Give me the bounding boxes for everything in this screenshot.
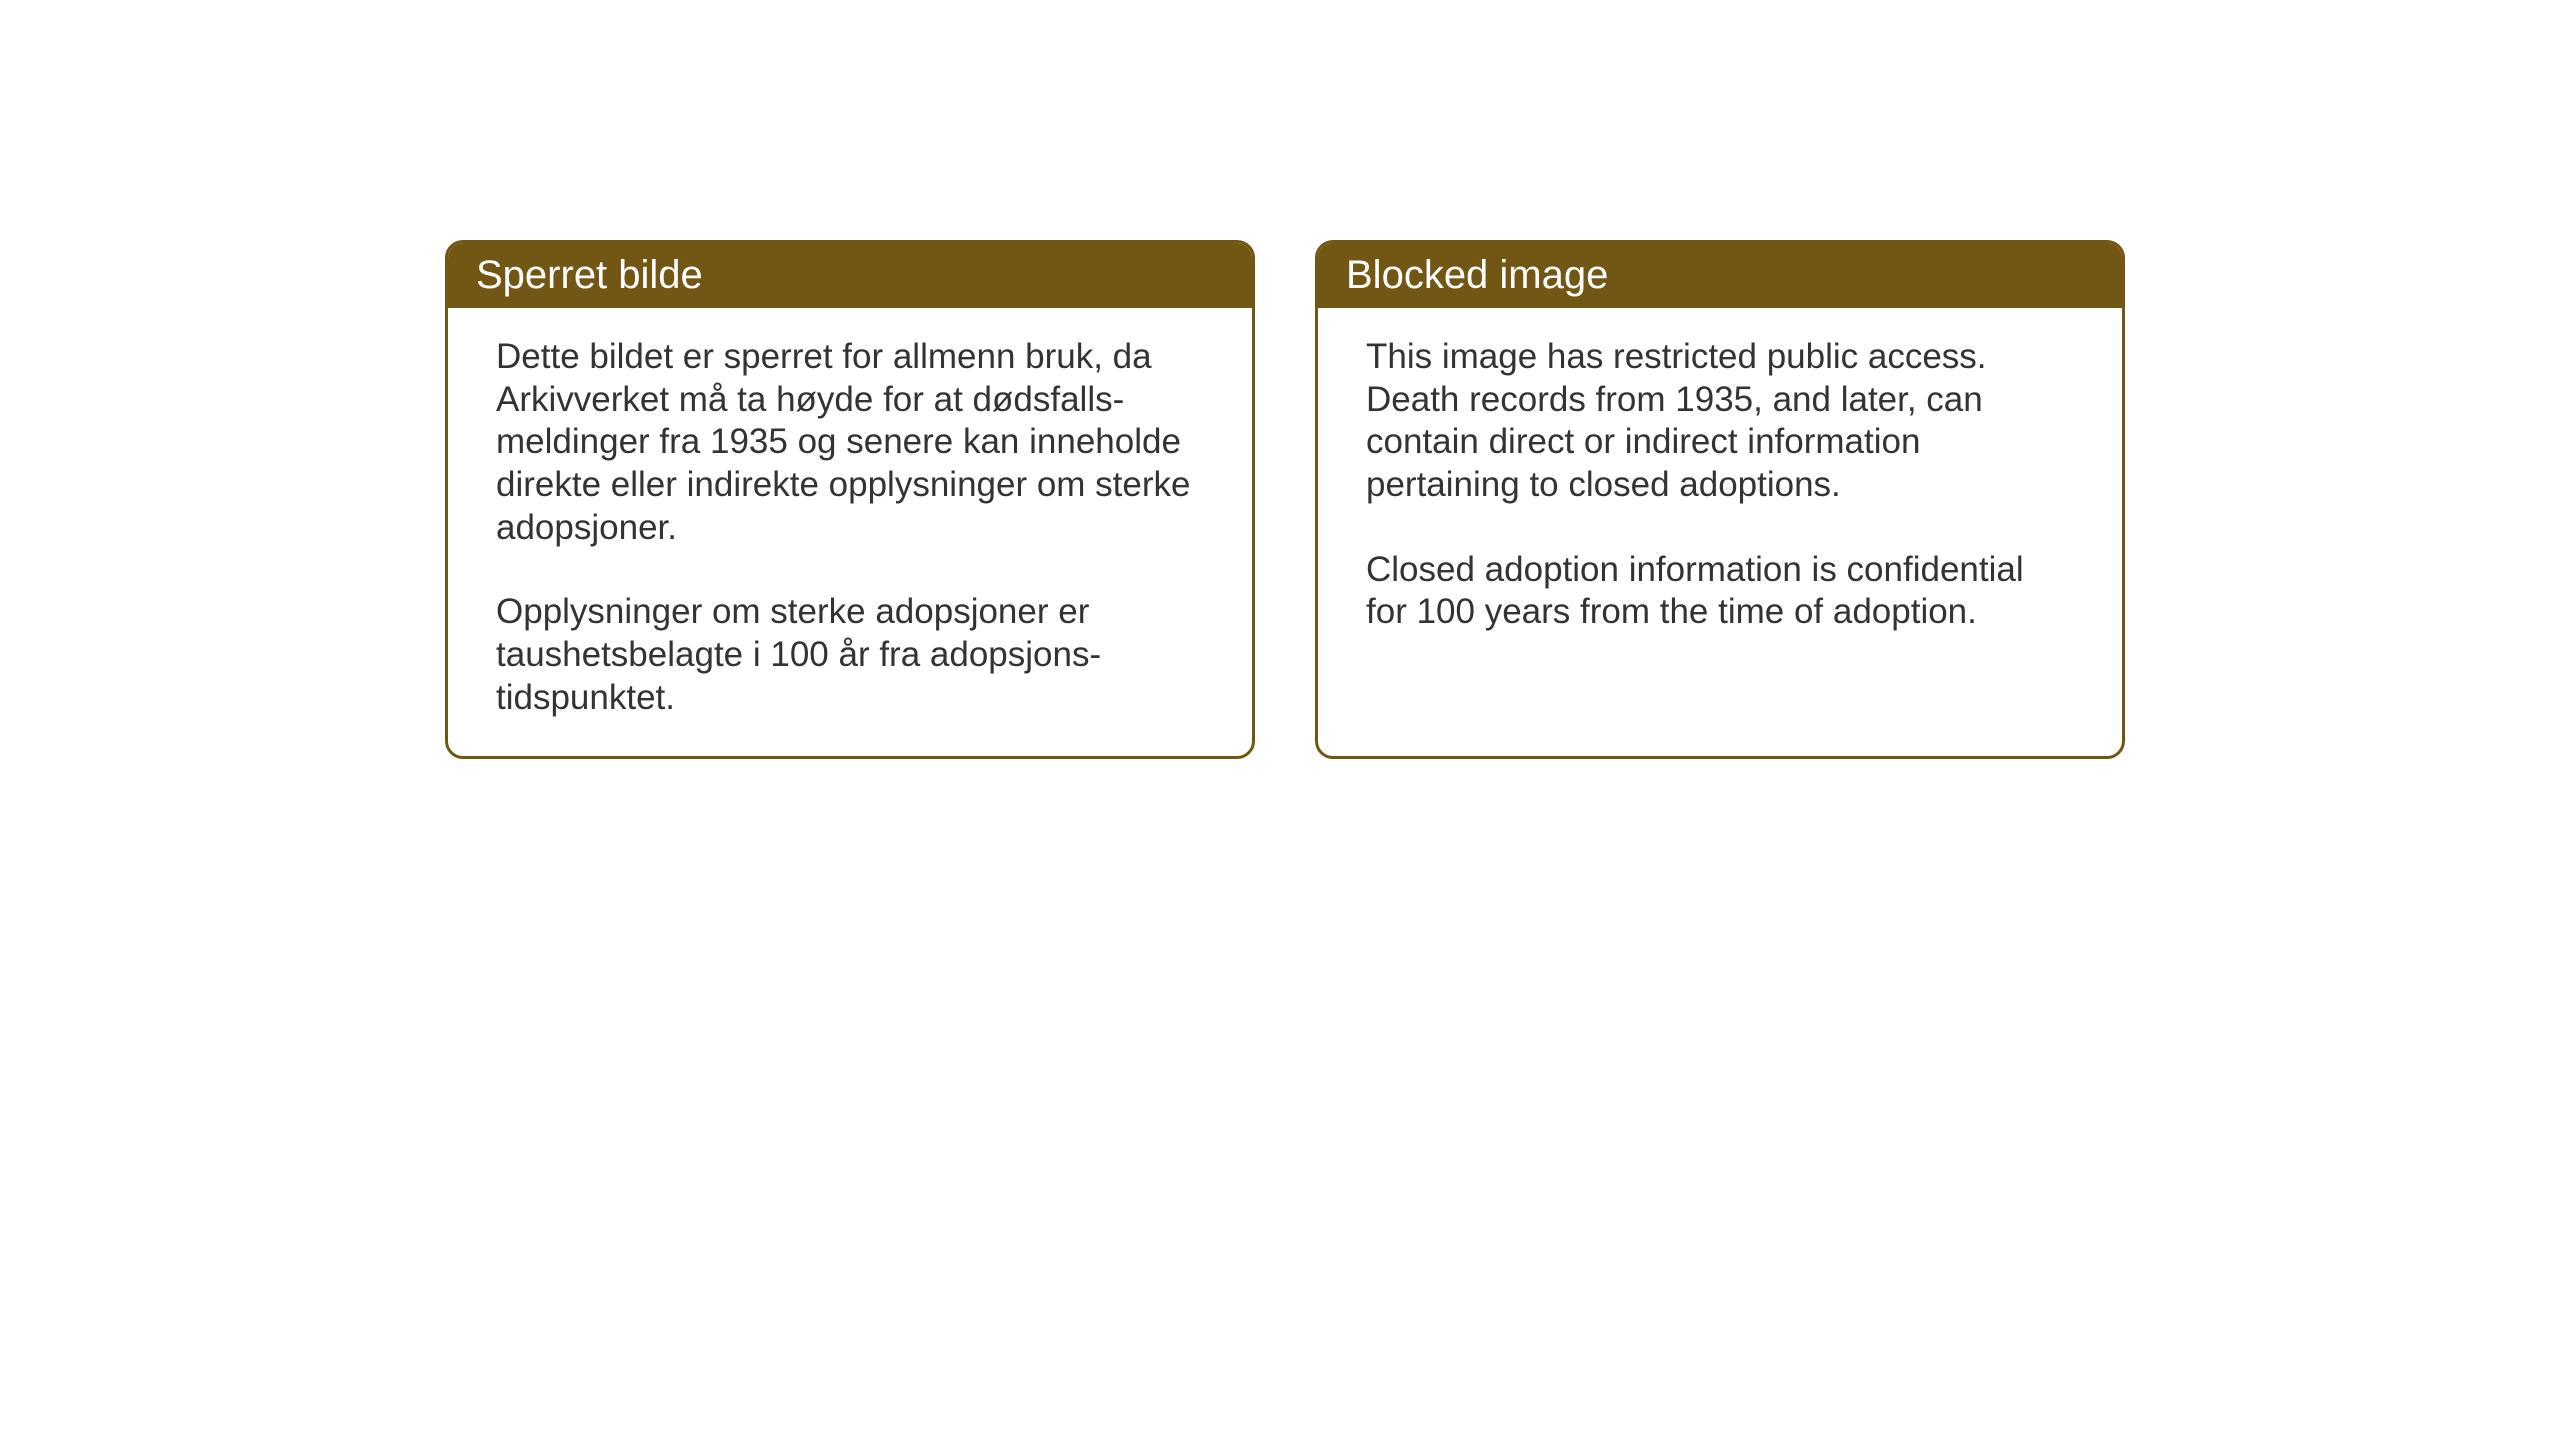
cards-container: Sperret bilde Dette bildet er sperret fo… [445,240,2125,759]
card-paragraph-1-english: This image has restricted public access.… [1366,336,2074,507]
card-header-norwegian: Sperret bilde [448,243,1252,308]
card-paragraph-1-norwegian: Dette bildet er sperret for allmenn bruk… [496,336,1204,549]
card-header-english: Blocked image [1318,243,2122,308]
card-english: Blocked image This image has restricted … [1315,240,2125,759]
card-norwegian: Sperret bilde Dette bildet er sperret fo… [445,240,1255,759]
card-paragraph-2-norwegian: Opplysninger om sterke adopsjoner er tau… [496,591,1204,719]
card-paragraph-2-english: Closed adoption information is confident… [1366,549,2074,634]
card-body-norwegian: Dette bildet er sperret for allmenn bruk… [448,308,1252,756]
card-body-english: This image has restricted public access.… [1318,308,2122,670]
